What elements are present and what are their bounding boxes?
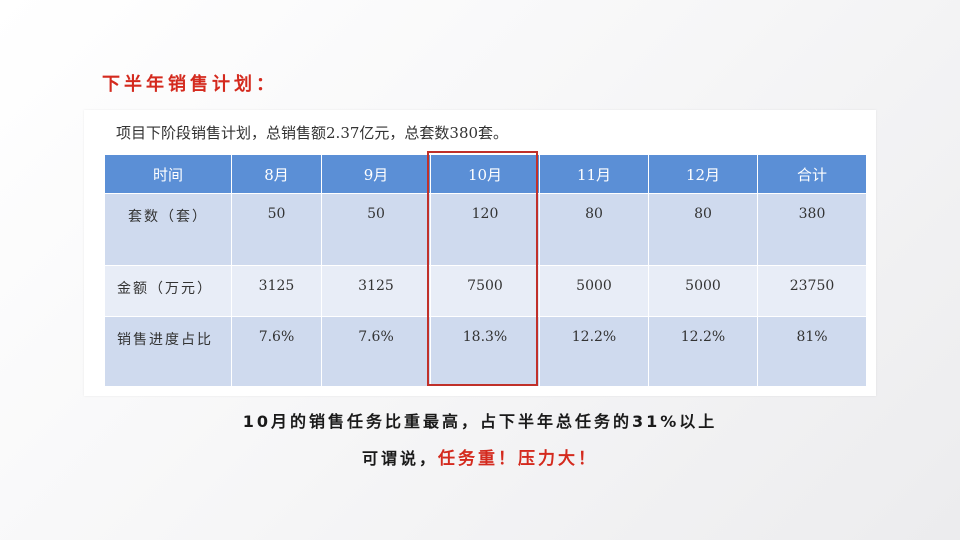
table-cell: 380: [757, 193, 867, 266]
row-label-progress: 销售进度占比: [104, 316, 232, 387]
plan-intro-text: 项目下阶段销售计划，总销售额2.37亿元，总套数380套。: [116, 124, 509, 142]
table-cell: 7.6%: [321, 316, 431, 387]
table-cell: 12.2%: [648, 316, 758, 387]
row-label-amount: 金额（万元）: [104, 265, 232, 317]
conclusion-line-2: 可谓说，任务重！压力大！: [0, 444, 960, 469]
header-cell-aug: 8月: [231, 154, 322, 194]
section-heading: 下半年销售计划：: [102, 74, 278, 95]
table-cell: 81%: [757, 316, 867, 387]
header-cell-oct: 10月: [430, 154, 540, 194]
header-cell-nov: 11月: [539, 154, 649, 194]
table-cell: 80: [648, 193, 758, 266]
table-cell: 3125: [231, 265, 322, 317]
table-cell: 5000: [648, 265, 758, 317]
table-cell: 50: [231, 193, 322, 266]
header-cell-total: 合计: [757, 154, 867, 194]
table-cell: 3125: [321, 265, 431, 317]
conclusion-line-1: 10月的销售任务比重最高，占下半年总任务的31%以上: [242, 412, 718, 431]
header-cell-sep: 9月: [321, 154, 431, 194]
table-row-progress: 销售进度占比 7.6% 7.6% 18.3% 12.2% 12.2% 81%: [104, 316, 867, 387]
table-cell: 80: [539, 193, 649, 266]
header-cell-dec: 12月: [648, 154, 758, 194]
table-cell: 7500: [430, 265, 540, 317]
conclusion-emphasis: 任务重！压力大！: [438, 449, 598, 469]
table-row-amount: 金额（万元） 3125 3125 7500 5000 5000 23750: [104, 265, 867, 317]
table-cell: 18.3%: [430, 316, 540, 387]
sales-plan-table: 时间 8月 9月 10月 11月 12月 合计 套数（套） 50 50 120 …: [104, 154, 867, 387]
table-cell: 12.2%: [539, 316, 649, 387]
row-label-units: 套数（套）: [104, 193, 232, 266]
table-row-units: 套数（套） 50 50 120 80 80 380: [104, 193, 867, 266]
header-cell-time: 时间: [104, 154, 232, 194]
table-cell: 50: [321, 193, 431, 266]
table-cell: 7.6%: [231, 316, 322, 387]
table-cell: 5000: [539, 265, 649, 317]
table-cell: 120: [430, 193, 540, 266]
table-cell: 23750: [757, 265, 867, 317]
conclusion-prefix: 可谓说，: [361, 449, 438, 468]
table-header-row: 时间 8月 9月 10月 11月 12月 合计: [104, 154, 867, 194]
